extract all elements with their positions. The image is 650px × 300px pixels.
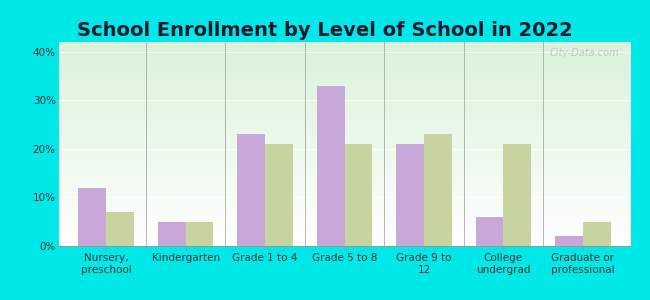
- Bar: [503, 144, 531, 246]
- Bar: [317, 86, 345, 246]
- Bar: [476, 217, 503, 246]
- Bar: [237, 134, 265, 246]
- Bar: [158, 222, 186, 246]
- Bar: [186, 222, 213, 246]
- Text: City-Data.com: City-Data.com: [549, 48, 619, 58]
- Bar: [79, 188, 106, 246]
- Bar: [583, 222, 610, 246]
- Bar: [106, 212, 134, 246]
- Bar: [265, 144, 293, 246]
- Text: School Enrollment by Level of School in 2022: School Enrollment by Level of School in …: [77, 21, 573, 40]
- Bar: [344, 144, 372, 246]
- Bar: [555, 236, 583, 246]
- Bar: [396, 144, 424, 246]
- Bar: [424, 134, 452, 246]
